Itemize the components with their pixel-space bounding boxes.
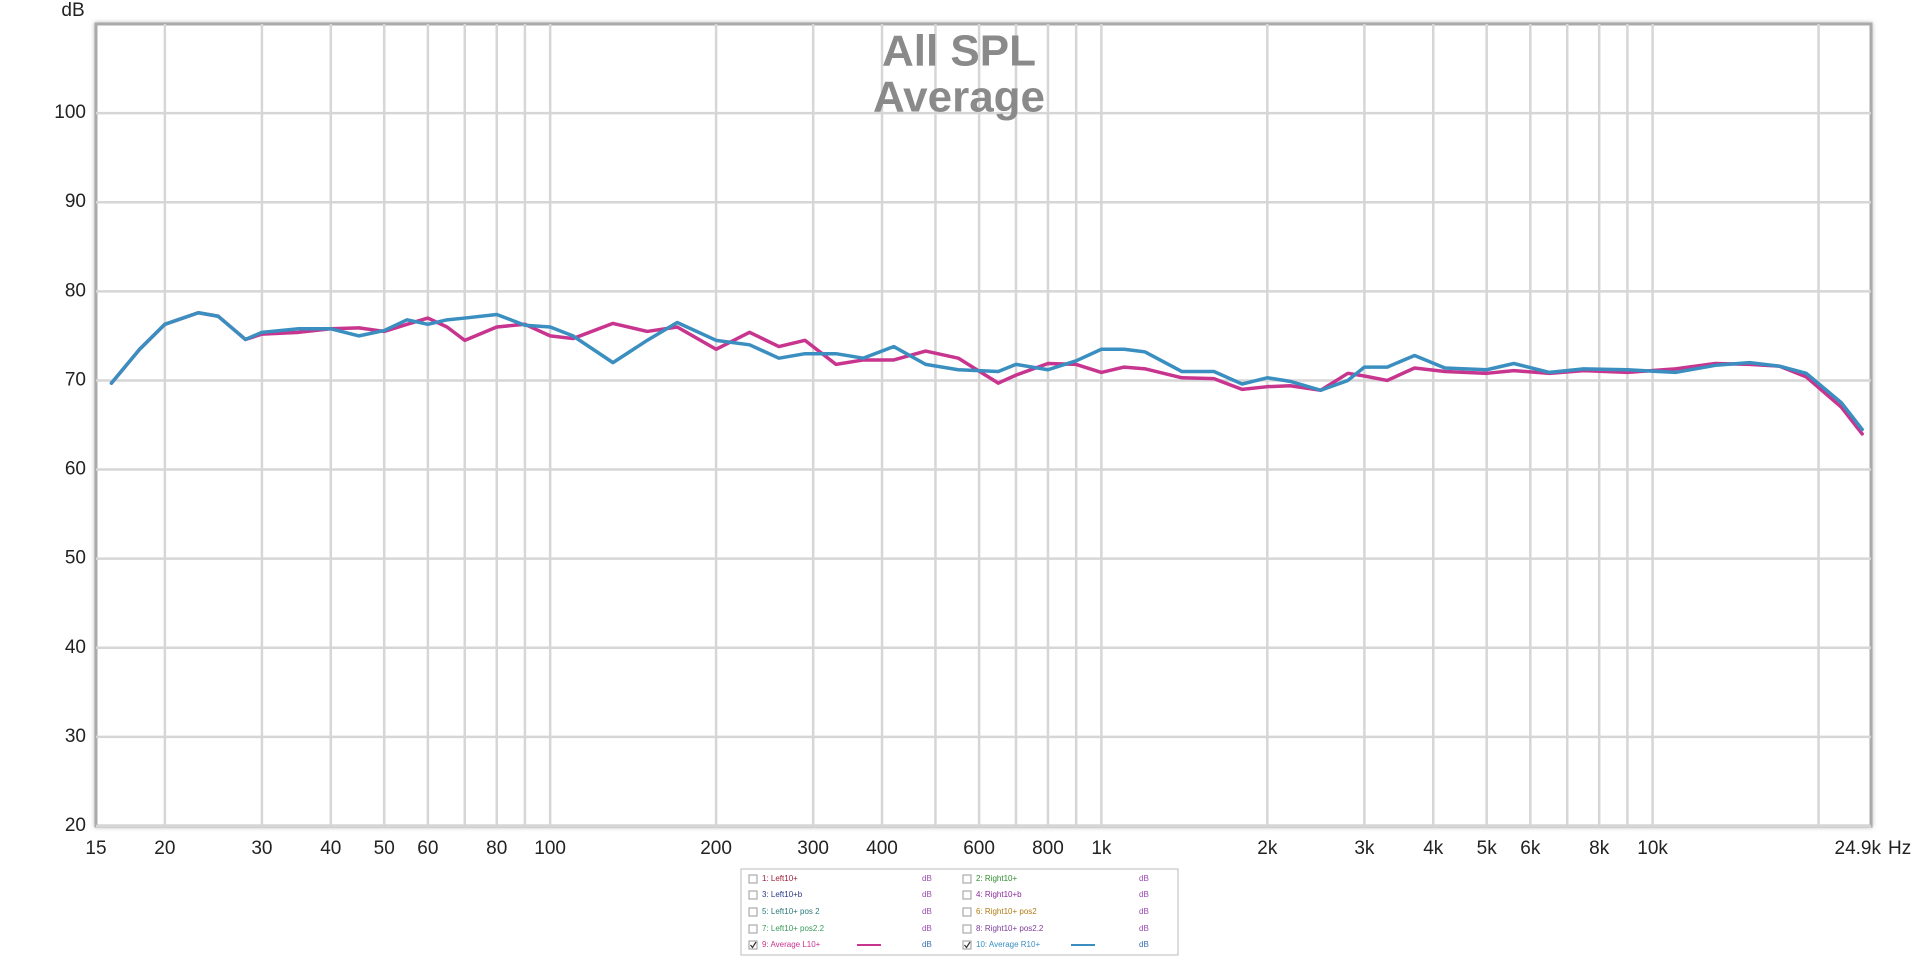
legend-checkbox[interactable] [962, 890, 972, 900]
legend-label: 3: Left10+b [762, 890, 803, 899]
x-tick-label: 60 [417, 838, 438, 859]
x-tick-label: 4k [1423, 838, 1444, 859]
lines [109, 310, 1864, 436]
legend-label: 10: Average R10+ [976, 940, 1040, 949]
legend-checkbox[interactable] [962, 924, 972, 934]
y-tick-label: 20 [65, 815, 86, 836]
x-tick-label: 40 [320, 838, 341, 859]
legend-label: 5: Left10+ pos 2 [762, 907, 820, 916]
x-tick-label: 3k [1354, 838, 1375, 859]
x-tick-label: 800 [1032, 838, 1064, 859]
x-tick-label: 200 [700, 838, 732, 859]
legend-unit: dB [922, 890, 932, 899]
legend-box [740, 868, 1179, 956]
legend-checkbox[interactable] [962, 874, 972, 884]
legend-unit: dB [922, 924, 932, 933]
legend-checkbox[interactable] [748, 890, 758, 900]
x-tick-label: 50 [374, 838, 395, 859]
x-axis-label: Hz [1888, 838, 1911, 859]
x-tick-label: 100 [534, 838, 566, 859]
x-tick-label: 8k [1589, 838, 1610, 859]
x-tick-label: 6k [1520, 838, 1541, 859]
x-tick-label: 24.9k [1835, 838, 1882, 859]
y-tick-label: 60 [65, 459, 86, 480]
x-tick-label: 80 [486, 838, 507, 859]
legend-unit: dB [922, 907, 932, 916]
legend-label: 8: Right10+ pos2.2 [976, 924, 1044, 933]
chart-subtitle: Average [873, 73, 1045, 122]
plot-frame [94, 22, 1873, 828]
legend-unit: dB [1139, 890, 1149, 899]
y-tick-label: 70 [65, 369, 86, 390]
legend: 1: Left10+ dB 2: Right10+ dB 3: Left10+b dB 4:… [748, 874, 1149, 950]
legend-unit: dB [1139, 907, 1149, 916]
y-tick-label: 80 [65, 280, 86, 301]
grid [96, 24, 1871, 828]
legend-unit: dB [922, 874, 932, 883]
legend-label: 7: Left10+ pos2.2 [762, 924, 825, 933]
x-tick-label: 400 [866, 838, 898, 859]
legend-checkbox[interactable] [748, 924, 758, 934]
x-tick-label: 10k [1637, 838, 1668, 859]
x-tick-label: 5k [1477, 838, 1498, 859]
legend-checkbox[interactable] [748, 940, 758, 950]
legend-unit: dB [1139, 940, 1149, 949]
legend-checkbox[interactable] [962, 940, 972, 950]
legend-checkbox[interactable] [962, 907, 972, 917]
x-tick-label: 20 [154, 838, 175, 859]
y-tick-label: 100 [54, 102, 86, 123]
x-tick-label: 30 [251, 838, 272, 859]
y-tick-label: 30 [65, 726, 86, 747]
legend-label: 6: Right10+ pos2 [976, 907, 1037, 916]
legend-checkmark [964, 941, 971, 949]
legend-unit: dB [922, 940, 932, 949]
y-tick-label: 50 [65, 548, 86, 569]
legend-checkmark [750, 941, 757, 949]
legend-checkbox[interactable] [748, 874, 758, 884]
y-tick-label: 90 [65, 191, 86, 212]
legend-checkbox[interactable] [748, 907, 758, 917]
chart-title: All SPL [882, 27, 1036, 76]
legend-label: 2: Right10+ [976, 874, 1017, 883]
x-tick-label: 2k [1257, 838, 1278, 859]
legend-unit: dB [1139, 874, 1149, 883]
y-axis-label: dB [61, 0, 84, 21]
legend-label: 9: Average L10+ [762, 940, 821, 949]
x-tick-label: 300 [797, 838, 829, 859]
legend-label: 4: Right10+b [976, 890, 1022, 899]
legend-label: 1: Left10+ [762, 874, 798, 883]
x-tick-label: 15 [85, 838, 106, 859]
x-tick-label: 600 [963, 838, 995, 859]
series-line [109, 310, 1864, 432]
x-tick-label: 1k [1091, 838, 1112, 859]
y-tick-label: 40 [65, 637, 86, 658]
legend-unit: dB [1139, 924, 1149, 933]
